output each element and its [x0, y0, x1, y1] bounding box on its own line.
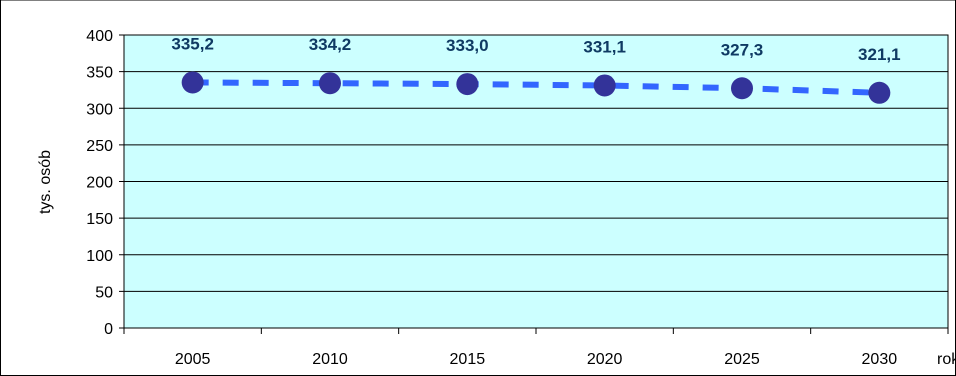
- data-label-2025: 327,3: [721, 40, 764, 59]
- y-tick-label-400: 400: [86, 28, 113, 45]
- x-tick-label-2005: 2005: [175, 351, 211, 368]
- data-label-2010: 334,2: [309, 35, 352, 54]
- y-tick-label-150: 150: [86, 211, 113, 228]
- data-point-2010: [319, 72, 341, 95]
- data-label-2015: 333,0: [446, 36, 489, 55]
- y-axis-title: tys. osób: [37, 150, 54, 214]
- y-tick-label-0: 0: [104, 321, 113, 338]
- series-line-group: [181, 71, 891, 104]
- data-point-2020: [593, 74, 616, 97]
- data-point-2005: [181, 71, 204, 94]
- data-label-2030: 321,1: [858, 45, 901, 64]
- x-tick-label-2025: 2025: [724, 351, 760, 368]
- y-tick-label-50: 50: [95, 284, 113, 301]
- y-tick-label-100: 100: [86, 248, 113, 265]
- x-axis: 2005 2010 2015 2020 2025 2030: [123, 328, 949, 368]
- data-point-2030: [868, 81, 891, 104]
- y-tick-label-350: 350: [86, 65, 113, 82]
- series-line: [192, 79, 880, 96]
- data-labels: 335,2 334,2 333,0 331,1 327,3 321,1: [171, 34, 900, 63]
- y-tick-label-200: 200: [86, 175, 113, 192]
- x-tick-label-2010: 2010: [312, 351, 348, 368]
- x-tick-label-2015: 2015: [450, 351, 486, 368]
- data-label-2020: 331,1: [583, 37, 626, 56]
- x-axis-title: rok: [937, 351, 956, 368]
- x-tick-label-2030: 2030: [862, 351, 898, 368]
- y-tick-label-300: 300: [86, 101, 113, 118]
- data-label-2005: 335,2: [171, 34, 214, 53]
- x-tick-label-2020: 2020: [587, 351, 623, 368]
- y-tick-label-250: 250: [86, 138, 113, 155]
- y-axis: 0 50 100 150 200 250 300 350 400: [86, 28, 124, 338]
- gridlines: [124, 71, 948, 292]
- data-point-2015: [456, 73, 479, 96]
- data-point-2025: [731, 77, 753, 100]
